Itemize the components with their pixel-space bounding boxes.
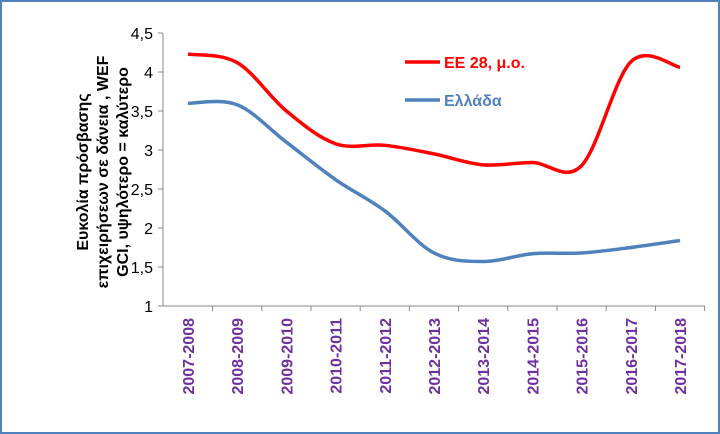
series-line [187,99,681,264]
y-tick-label: 2,5 [131,182,153,199]
x-tick-label: 2015-2016 [575,318,592,395]
x-tick-label: 2012-2013 [427,318,444,395]
y-tick-label: 3 [144,143,153,160]
x-tick-label: 2010-2011 [329,318,346,394]
y-tick-label: 1,5 [131,260,153,277]
x-tick-label: 2017-2018 [673,318,690,395]
y-tick-label: 1 [144,299,153,316]
y-axis-title: GCI, υψηλότερο = καλύτερο [115,67,132,277]
y-tick-label: 3,5 [131,104,153,121]
y-tick-label: 2 [144,221,153,238]
x-tick-label: 2011-2012 [378,318,395,394]
x-tick-label: 2014-2015 [525,318,542,395]
legend-label: Ελλάδα [444,93,502,110]
series-line [187,52,681,175]
y-tick-label: 4 [144,65,153,82]
y-axis-title: Ευκολία πρόσβασης [75,93,92,250]
x-tick-label: 2013-2014 [476,318,493,395]
y-axis-title: επιχειρήσεων σε δάνεια , WEF [95,55,112,288]
legend-label: ΕΕ 28, μ.ο. [444,55,525,72]
x-tick-label: 2007-2008 [181,318,198,395]
y-tick-label: 4,5 [131,26,153,43]
x-tick-label: 2016-2017 [624,318,641,395]
x-tick-label: 2008-2009 [230,318,247,395]
x-tick-label: 2009-2010 [279,318,296,395]
